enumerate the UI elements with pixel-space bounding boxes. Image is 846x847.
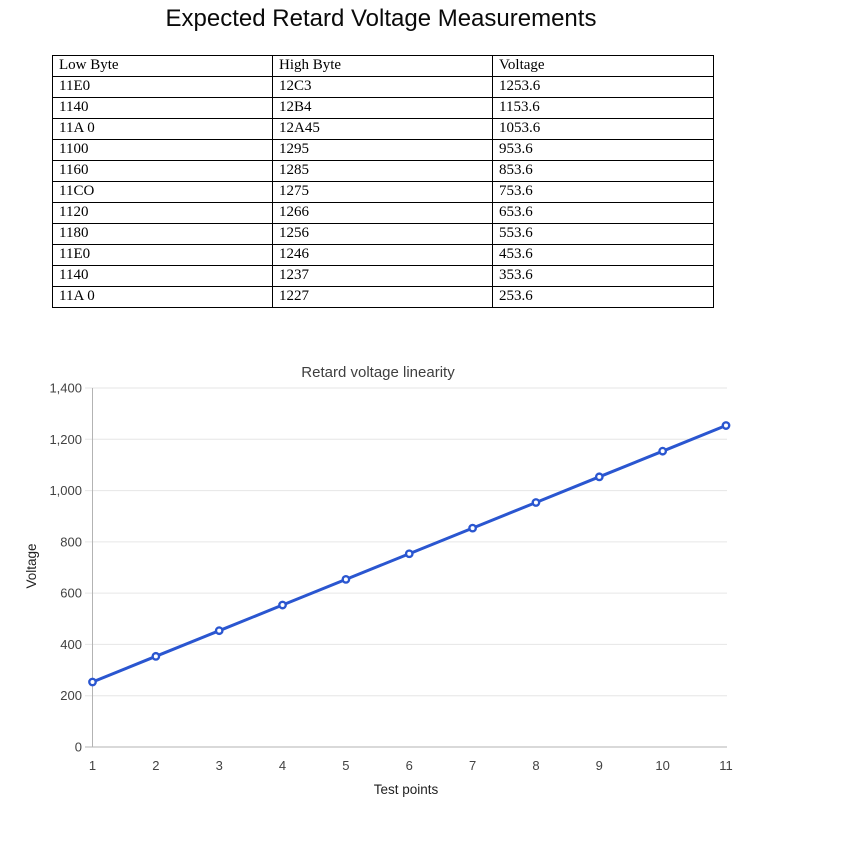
data-point-marker bbox=[404, 549, 414, 559]
x-tick-label: 2 bbox=[152, 758, 159, 773]
table-row: 11A 0 12A45 1053.6 bbox=[52, 118, 714, 140]
table-cell: 1295 bbox=[272, 139, 493, 161]
table-cell: 1180 bbox=[52, 223, 273, 245]
x-tick-label: 3 bbox=[216, 758, 223, 773]
page-title: Expected Retard Voltage Measurements bbox=[165, 5, 597, 32]
table-cell: 353.6 bbox=[492, 265, 714, 287]
data-point-marker bbox=[658, 446, 668, 456]
table-cell: 1160 bbox=[52, 160, 273, 182]
data-point-marker bbox=[214, 626, 224, 636]
data-point-marker bbox=[531, 498, 541, 507]
y-tick-label: 600 bbox=[60, 586, 82, 601]
table-cell: 11A 0 bbox=[52, 286, 273, 308]
measurements-table: Low Byte High Byte Voltage 11E0 12C3 1253.6 1… bbox=[52, 55, 714, 308]
x-tick-label: 11 bbox=[719, 758, 733, 773]
table-cell: 1285 bbox=[272, 160, 493, 182]
x-tick-label: 8 bbox=[532, 758, 539, 773]
y-axis-title: Voltage bbox=[24, 543, 39, 588]
table-row: 11E0 12C3 1253.6 bbox=[52, 76, 714, 98]
data-point-marker bbox=[468, 523, 477, 533]
table-cell: 1275 bbox=[272, 181, 493, 203]
table-cell: 11E0 bbox=[52, 76, 273, 98]
chart-title: Retard voltage linearity bbox=[301, 364, 455, 381]
x-tick-label: 4 bbox=[279, 758, 286, 773]
table-cell: 1237 bbox=[272, 265, 493, 287]
y-tick-label: 200 bbox=[60, 688, 82, 703]
table-cell: 853.6 bbox=[492, 160, 714, 182]
table-cell: 1140 bbox=[52, 265, 273, 287]
table-cell: 553.6 bbox=[492, 223, 714, 245]
data-point-marker bbox=[278, 600, 287, 610]
table-row: 1160 1285 853.6 bbox=[52, 160, 714, 182]
table-cell: 1227 bbox=[272, 286, 493, 308]
table-row: 1180 1256 553.6 bbox=[52, 223, 714, 245]
table-row: 11E0 1246 453.6 bbox=[52, 244, 714, 266]
table-cell: 1153.6 bbox=[492, 97, 714, 119]
table-cell: 753.6 bbox=[492, 181, 714, 203]
table-row: 1140 1237 353.6 bbox=[52, 265, 714, 287]
y-tick-label: 1,400 bbox=[49, 381, 82, 396]
x-axis-title: Test points bbox=[374, 782, 439, 797]
data-point-marker bbox=[721, 421, 731, 430]
table-cell: 1256 bbox=[272, 223, 493, 245]
table-cell: 1246 bbox=[272, 244, 493, 266]
table-cell: 1053.6 bbox=[492, 118, 714, 140]
data-point-marker bbox=[88, 677, 97, 687]
column-header: Low Byte bbox=[52, 55, 273, 77]
column-header: Voltage bbox=[492, 55, 714, 77]
table-row: 1100 1295 953.6 bbox=[52, 139, 714, 161]
table-cell: 253.6 bbox=[492, 286, 714, 308]
table-cell: 11A 0 bbox=[52, 118, 273, 140]
table-cell: 11E0 bbox=[52, 244, 273, 266]
table-cell: 953.6 bbox=[492, 139, 714, 161]
table-row: 1140 12B4 1153.6 bbox=[52, 97, 714, 119]
data-point-marker bbox=[151, 651, 161, 661]
table-row: 11A 0 1227 253.6 bbox=[52, 286, 714, 308]
y-tick-label: 1,000 bbox=[49, 483, 82, 498]
table-cell: 453.6 bbox=[492, 244, 714, 266]
column-header: High Byte bbox=[272, 55, 493, 77]
y-tick-label: 1,200 bbox=[49, 432, 82, 447]
table-cell: 1253.6 bbox=[492, 76, 714, 98]
table-cell: 12B4 bbox=[272, 97, 493, 119]
x-tick-label: 1 bbox=[89, 758, 96, 773]
data-point-marker bbox=[594, 472, 604, 482]
x-tick-label: 7 bbox=[469, 758, 476, 773]
table-row: 1120 1266 653.6 bbox=[52, 202, 714, 224]
x-tick-label: 10 bbox=[655, 758, 669, 773]
table-row: 11CO 1275 753.6 bbox=[52, 181, 714, 203]
table-cell: 12A45 bbox=[272, 118, 493, 140]
table-cell: 1140 bbox=[52, 97, 273, 119]
table-header-row: Low Byte High Byte Voltage bbox=[52, 55, 714, 77]
data-point-marker bbox=[341, 574, 351, 584]
x-tick-label: 5 bbox=[342, 758, 349, 773]
table-cell: 1120 bbox=[52, 202, 273, 224]
y-tick-label: 800 bbox=[60, 534, 82, 549]
table-cell: 1100 bbox=[52, 139, 273, 161]
table-cell: 653.6 bbox=[492, 202, 714, 224]
x-tick-label: 9 bbox=[596, 758, 603, 773]
y-tick-label: 0 bbox=[75, 740, 82, 755]
table-cell: 12C3 bbox=[272, 76, 493, 98]
x-tick-label: 6 bbox=[406, 758, 413, 773]
line-chart: 0 200 400 600 800 1,000 1,200 1,400 1 2 3 4 5 6 7 8 9 10 1… bbox=[24, 364, 733, 797]
table-cell: 1266 bbox=[272, 202, 493, 224]
y-tick-label: 400 bbox=[60, 637, 82, 652]
table-cell: 11CO bbox=[52, 181, 273, 203]
